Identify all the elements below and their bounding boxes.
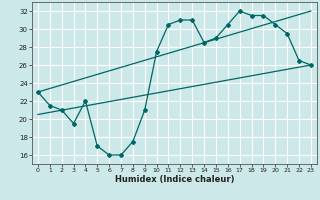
X-axis label: Humidex (Indice chaleur): Humidex (Indice chaleur) bbox=[115, 175, 234, 184]
